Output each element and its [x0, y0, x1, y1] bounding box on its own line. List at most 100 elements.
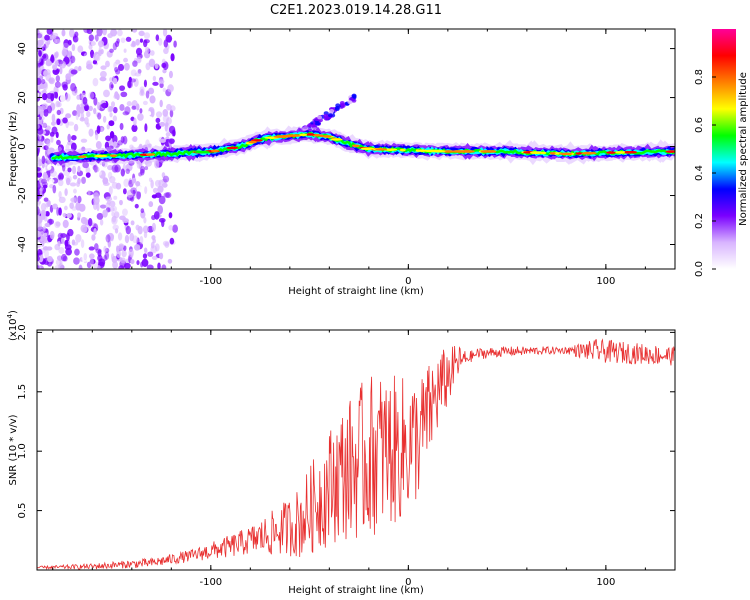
noise-speck — [81, 226, 88, 233]
noise-speck — [165, 122, 169, 127]
noise-speck — [171, 129, 176, 137]
noise-speck — [99, 204, 107, 209]
noise-speck — [148, 201, 154, 208]
noise-speck — [37, 201, 41, 207]
noise-speck — [139, 236, 144, 245]
y-tick-label: 20 — [17, 91, 28, 104]
noise-speck — [43, 70, 48, 77]
noise-speck — [111, 211, 115, 217]
noise-speck — [59, 60, 67, 69]
noise-speck — [317, 115, 323, 120]
noise-speck — [52, 32, 59, 38]
noise-speck — [116, 29, 123, 37]
y-tick-label: 0 — [17, 143, 28, 149]
ridge-peak — [665, 150, 675, 153]
heatmap-x-label: Height of straight line (km) — [288, 286, 424, 297]
noise-speck — [104, 251, 110, 260]
noise-speck — [149, 95, 156, 104]
noise-speck — [122, 218, 129, 224]
ridge-peak — [194, 150, 210, 154]
noise-speck — [135, 103, 140, 111]
noise-speck — [109, 48, 114, 53]
noise-speck — [131, 124, 138, 133]
noise-speck — [55, 100, 61, 108]
noise-speck — [314, 121, 320, 126]
ridge-peak — [375, 148, 388, 151]
ridge-peak — [559, 152, 573, 156]
noise-speck — [59, 94, 66, 103]
noise-speck — [83, 52, 91, 60]
noise-speck — [162, 175, 170, 183]
noise-speck — [141, 258, 149, 267]
noise-speck — [48, 218, 53, 225]
noise-speck — [100, 127, 104, 132]
colorbar-scale — [712, 29, 736, 269]
noise-speck — [124, 234, 130, 244]
noise-speck — [123, 48, 127, 53]
noise-speck — [139, 108, 143, 114]
noise-speck — [37, 255, 40, 262]
noise-speck — [37, 225, 43, 231]
noise-speck — [69, 202, 74, 209]
noise-speck — [58, 263, 64, 269]
noise-speck — [51, 126, 58, 135]
noise-speck — [92, 77, 99, 87]
noise-speck — [134, 203, 139, 209]
noise-speck — [88, 44, 93, 50]
noise-speck — [90, 91, 96, 100]
noise-speck — [77, 177, 81, 185]
snr-y-scale-exp: 4 — [6, 313, 14, 318]
x-tick-label: -100 — [199, 276, 222, 287]
noise-speck — [109, 130, 115, 139]
noise-speck — [76, 94, 81, 100]
noise-speck — [117, 232, 123, 241]
noise-speck — [132, 136, 138, 142]
noise-speck — [150, 179, 154, 189]
noise-speck — [160, 228, 165, 235]
noise-speck — [133, 78, 139, 87]
noise-speck — [37, 117, 40, 126]
noise-speck — [136, 186, 143, 192]
noise-speck — [93, 166, 100, 173]
ridge-peak — [248, 140, 257, 144]
noise-speck — [78, 106, 85, 114]
noise-speck — [151, 222, 156, 232]
noise-speck — [55, 75, 60, 83]
noise-speck — [135, 39, 140, 46]
noise-speck — [37, 265, 40, 269]
noise-speck — [46, 29, 53, 35]
noise-speck — [62, 117, 68, 124]
noise-speck — [86, 110, 91, 118]
noise-speck — [62, 84, 68, 91]
noise-speck — [69, 182, 77, 187]
noise-speck — [103, 245, 107, 253]
noise-speck — [118, 243, 125, 249]
noise-speck — [323, 113, 329, 118]
noise-speck — [135, 47, 143, 56]
noise-speck — [110, 29, 118, 37]
noise-speck — [54, 60, 60, 66]
noise-speck — [131, 40, 136, 47]
noise-speck — [67, 133, 72, 143]
noise-speck — [108, 186, 113, 195]
noise-speck — [39, 39, 44, 46]
noise-speck — [329, 108, 335, 113]
ridge-peak — [614, 151, 629, 154]
noise-speck — [136, 56, 142, 64]
y-tick-label: 1.0 — [17, 443, 28, 459]
noise-speck — [56, 207, 60, 216]
noise-speck — [70, 55, 76, 64]
noise-speck — [83, 252, 88, 261]
noise-speck — [65, 102, 70, 109]
noise-speck — [41, 155, 46, 165]
noise-speck — [105, 135, 112, 142]
noise-speck — [147, 111, 152, 116]
x-tick-label: 100 — [596, 577, 615, 588]
noise-speck — [115, 69, 121, 75]
ridge-peak — [430, 149, 446, 153]
noise-speck — [98, 258, 106, 267]
ridge-peak — [319, 134, 324, 138]
noise-speck — [151, 255, 158, 261]
noise-speck — [119, 104, 125, 112]
